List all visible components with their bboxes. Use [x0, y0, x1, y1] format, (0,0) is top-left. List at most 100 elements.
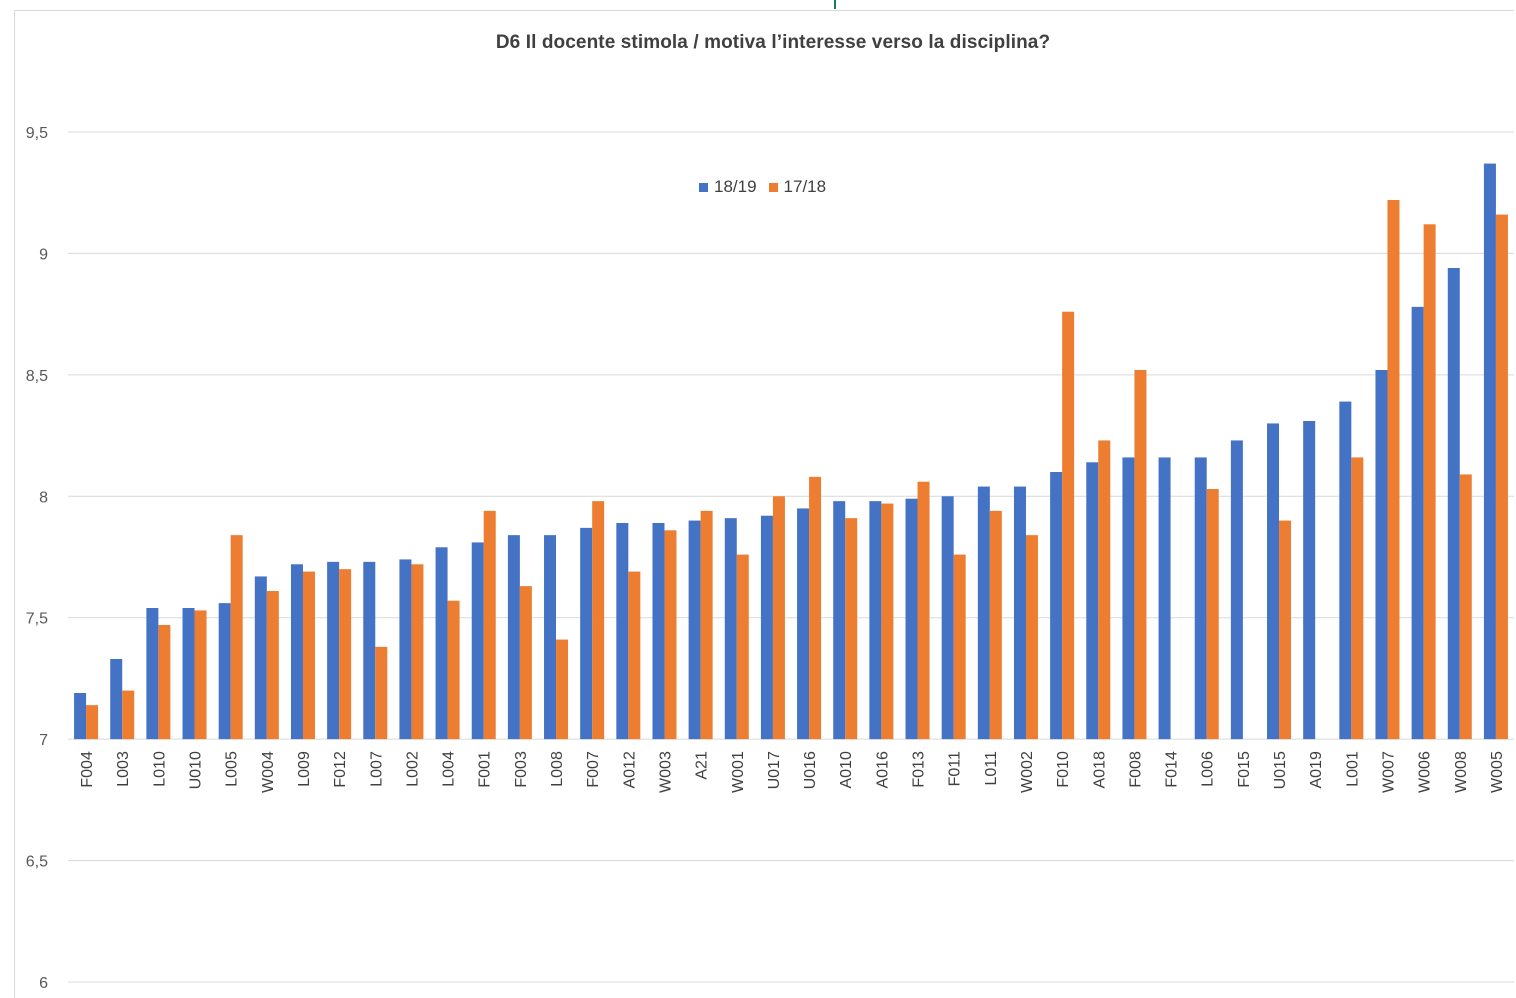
bar-17-18 [556, 639, 569, 740]
x-tick-label: L003 [115, 751, 132, 787]
x-tick-label: L005 [224, 751, 241, 787]
bar-18-19 [471, 542, 484, 740]
bar-17-18 [917, 481, 930, 740]
bar-17-18 [1459, 474, 1472, 740]
bar-18-19 [290, 564, 303, 740]
bar-18-19 [1122, 457, 1135, 740]
bar-18-19 [760, 515, 773, 740]
bar-18-19 [1411, 306, 1424, 740]
bar-18-19 [1267, 423, 1280, 740]
x-tick-label: F004 [79, 751, 96, 788]
bar-17-18 [339, 569, 352, 740]
x-axis: F004 L003 L010 U010 L005 W004 L009 F012 L007 L002… [79, 751, 1506, 793]
x-tick-label: F014 [1164, 751, 1181, 788]
x-tick-label: F012 [332, 751, 349, 788]
y-tick-label: 8 [39, 489, 48, 506]
bar-18-19 [146, 608, 159, 740]
bar-17-18 [519, 586, 532, 740]
y-tick-label: 6 [39, 975, 48, 992]
y-axis: 6 6,5 7 7,5 8 8,5 9 9,5 [26, 125, 48, 992]
bar-18-19 [688, 520, 701, 740]
x-tick-label: L008 [549, 751, 566, 787]
top-marker [834, 0, 836, 9]
bar-18-19 [616, 523, 629, 740]
bar-18-19 [652, 523, 665, 740]
bar-17-18 [1062, 311, 1075, 740]
bar-18-19 [327, 561, 340, 740]
bar-17-18 [953, 554, 966, 740]
y-tick-label: 7 [39, 732, 48, 749]
legend-label-18-19: 18/19 [714, 177, 757, 196]
x-tick-label: L011 [983, 751, 1000, 786]
bar-17-18 [1351, 457, 1364, 740]
x-tick-label: A016 [874, 751, 891, 788]
x-tick-label: L001 [1344, 751, 1361, 787]
x-tick-label: A018 [1091, 751, 1108, 788]
x-tick-label: W001 [730, 751, 747, 793]
bar-17-18 [809, 476, 822, 740]
bar-17-18 [1098, 440, 1111, 740]
bar-17-18 [989, 510, 1002, 740]
bar-18-19 [1013, 486, 1026, 740]
bar-18-19 [399, 559, 412, 740]
y-tick-label: 6,5 [26, 854, 48, 871]
x-tick-label: W008 [1453, 751, 1470, 793]
bar-18-19 [254, 576, 267, 740]
bar-18-19 [110, 659, 123, 740]
bar-18-19 [1194, 457, 1207, 740]
bar-17-18 [1423, 224, 1436, 740]
bar-18-19 [182, 608, 195, 740]
bar-18-19 [977, 486, 990, 740]
bar-17-18 [411, 564, 424, 740]
x-tick-label: U010 [188, 751, 205, 789]
x-tick-label: U017 [766, 751, 783, 789]
bar-18-19 [218, 603, 231, 740]
legend-item-17-18: 17/18 [768, 177, 826, 197]
x-tick-label: W007 [1380, 751, 1397, 793]
bar-17-18 [194, 610, 207, 740]
y-tick-label: 8,5 [26, 368, 48, 385]
bar-18-19 [905, 498, 918, 740]
legend-swatch-17-18 [768, 182, 778, 192]
bar-17-18 [736, 554, 749, 740]
legend-item-18-19: 18/19 [699, 177, 757, 197]
x-tick-label: L010 [151, 751, 168, 787]
bar-17-18 [230, 535, 243, 740]
bar-17-18 [158, 625, 171, 740]
bar-17-18 [772, 496, 785, 740]
x-tick-label: A010 [838, 751, 855, 788]
x-tick-label: W005 [1489, 751, 1506, 793]
bar-18-19 [1339, 401, 1352, 740]
bar-18-19 [1375, 370, 1388, 740]
y-tick-label: 7,5 [26, 611, 48, 628]
bar-18-19 [869, 501, 882, 740]
bar-17-18 [592, 501, 605, 740]
x-tick-label: L009 [296, 751, 313, 787]
bar-18-19 [1483, 163, 1496, 740]
bar-17-18 [483, 510, 496, 740]
x-tick-label: F013 [911, 751, 928, 788]
bar-18-19 [1050, 472, 1063, 740]
bar-18-19 [941, 496, 954, 740]
bar-18-19 [363, 561, 376, 740]
bar-18-19 [507, 535, 520, 740]
bar-18-19 [797, 508, 810, 740]
bar-18-19 [435, 547, 448, 740]
bar-17-18 [86, 705, 99, 740]
bar-17-18 [266, 591, 279, 740]
x-tick-label: L004 [441, 751, 458, 787]
bar-18-19 [1230, 440, 1243, 740]
x-tick-label: U015 [1272, 751, 1289, 789]
bar-17-18 [845, 518, 858, 740]
bar-18-19 [1086, 462, 1099, 740]
bar-18-19 [1158, 457, 1171, 740]
bar-17-18 [1495, 214, 1508, 740]
bar-18-19 [1447, 268, 1460, 740]
x-tick-label: L007 [368, 751, 385, 787]
x-tick-label: U016 [802, 751, 819, 789]
chart-frame [14, 10, 1514, 998]
x-tick-label: F003 [513, 751, 530, 788]
x-tick-label: W003 [657, 751, 674, 793]
x-tick-label: A21 [694, 751, 711, 780]
